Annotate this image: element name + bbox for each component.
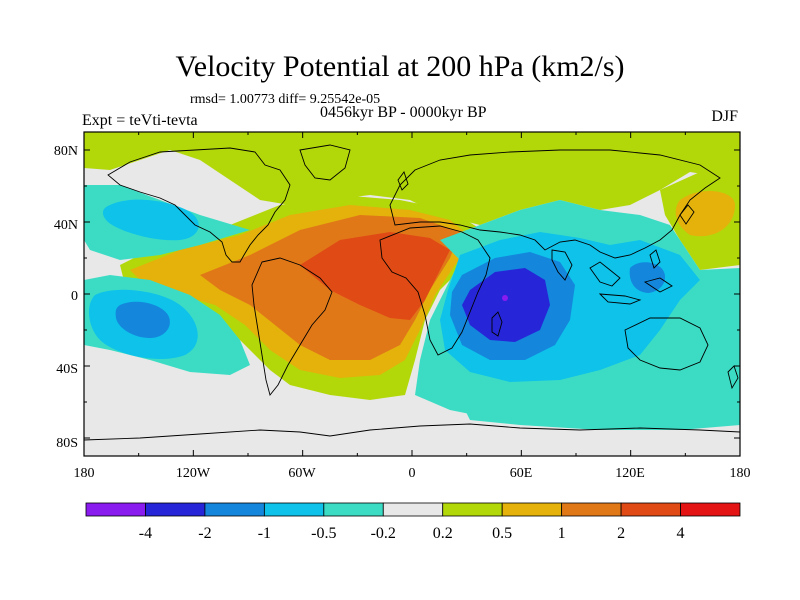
coast-japan — [649, 204, 695, 269]
colorbar-label: -0.5 — [311, 525, 336, 542]
colorbar-label: -0.2 — [371, 525, 396, 542]
coast-uk — [397, 171, 409, 191]
coast-north-america — [107, 147, 291, 263]
colorbar-swatch — [85, 502, 146, 517]
colorbar-swatch — [501, 502, 563, 517]
lon-label: 180 — [730, 466, 751, 481]
coast-indonesia — [589, 261, 673, 305]
contour-pos-4 — [300, 232, 450, 320]
lon-axis: 180 120W 60W 0 60E 120E 180 — [74, 466, 751, 481]
coast-greenland — [299, 144, 351, 181]
contour-neg-4 — [502, 295, 508, 301]
coast-eurasia — [389, 149, 721, 259]
lon-label: 120E — [615, 466, 645, 481]
axis-ticks — [83, 132, 741, 456]
lat-axis: 80N 40N 0 40S 80S — [54, 144, 78, 451]
contour-field — [84, 132, 740, 456]
colorbar-swatch — [204, 502, 265, 517]
colorbar-label: -1 — [258, 525, 271, 542]
coast-new-zealand — [727, 365, 739, 390]
season-label: DJF — [711, 108, 738, 125]
colorbar-swatch — [382, 502, 444, 517]
colorbar-label: 0.5 — [492, 525, 512, 542]
lat-label: 0 — [71, 289, 78, 304]
coast-australia — [624, 317, 709, 371]
colorbar-label: 1 — [558, 525, 566, 542]
contour-neg-1-pac — [629, 262, 666, 293]
stats-text: rmsd= 1.00773 diff= 9.25542e-05 — [190, 92, 381, 107]
colorbar-label: -4 — [139, 525, 152, 542]
coast-india — [551, 249, 573, 281]
lon-label: 60W — [288, 466, 316, 481]
contour-neg-2 — [462, 268, 550, 342]
colorbar-label: 2 — [617, 525, 625, 542]
map-title: Velocity Potential at 200 hPa (km2/s) — [175, 50, 625, 83]
colorbar-swatch — [145, 502, 206, 517]
contour-neg-05-npac — [102, 199, 199, 241]
lat-label: 40S — [56, 362, 78, 377]
lon-label: 180 — [74, 466, 95, 481]
coastlines — [84, 144, 740, 441]
contour-pos-1-pacific — [675, 190, 735, 237]
coast-antarctica — [84, 423, 740, 441]
colorbar-swatch — [620, 502, 681, 517]
lon-label: 0 — [409, 466, 416, 481]
colorbar-swatch — [680, 502, 741, 517]
contour-neg-weak-south — [460, 385, 740, 430]
experiment-label: Expt = teVti-tevta — [82, 112, 198, 129]
colorbar-swatch — [561, 502, 622, 517]
colorbar-swatch — [323, 502, 384, 517]
lon-label: 120W — [176, 466, 211, 481]
period-label: 0456kyr BP - 0000kyr BP — [320, 104, 487, 121]
colorbar-label: 0.2 — [433, 525, 453, 542]
coast-madagascar — [491, 311, 503, 337]
colorbar-swatch — [442, 502, 503, 517]
lat-label: 80N — [54, 144, 78, 159]
lon-label: 60E — [510, 466, 533, 481]
contour-neg-1-spac — [115, 301, 170, 338]
coast-africa — [379, 225, 491, 356]
coast-south-america — [251, 257, 333, 396]
colorbar-label: -2 — [198, 525, 211, 542]
contour-pos-weak-north — [84, 132, 740, 225]
lat-label: 80S — [56, 436, 78, 451]
colorbar — [85, 502, 741, 517]
colorbar-labels: -4 -2 -1 -0.5 -0.2 0.2 0.5 1 2 4 — [139, 525, 685, 542]
lat-label: 40N — [54, 218, 78, 233]
colorbar-swatch — [263, 502, 325, 517]
colorbar-label: 4 — [677, 525, 685, 542]
